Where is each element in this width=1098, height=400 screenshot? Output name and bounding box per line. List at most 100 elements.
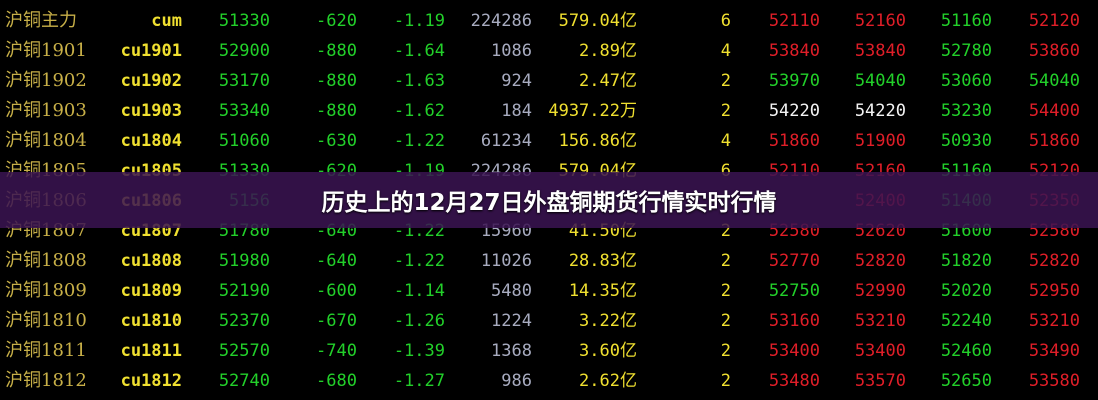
volume: 1368 (491, 341, 532, 361)
low-price: 52780 (940, 41, 992, 61)
price-change: -880 (316, 71, 357, 91)
price-change: -740 (316, 341, 357, 361)
change-percent: -1.22 (393, 251, 445, 271)
contract-code: cu1901 (120, 41, 182, 61)
last-price: 52900 (218, 41, 270, 61)
contract-name: 沪铜1808 (5, 250, 87, 271)
count: 6 (720, 11, 731, 31)
high-price: 54220 (854, 101, 906, 121)
last-price: 53170 (218, 71, 270, 91)
high-price: 53570 (854, 371, 906, 391)
contract-name: 沪铜1804 (5, 130, 87, 151)
table-row[interactable]: 沪铜1808 cu1808 51980 -640 -1.22 11026 28.83亿 2 52… (0, 246, 1098, 276)
volume: 224286 (470, 11, 532, 31)
high-price: 52990 (854, 281, 906, 301)
turnover: 3.22亿 (579, 311, 637, 331)
low-price: 51820 (940, 251, 992, 271)
count: 6 (720, 161, 731, 181)
last-price: 51330 (218, 11, 270, 31)
contract-code: cu1902 (120, 71, 182, 91)
contract-name: 沪铜主力 (5, 10, 77, 31)
low-price: 52240 (940, 311, 992, 331)
high-price: 54040 (854, 71, 906, 91)
low-price: 53060 (940, 71, 992, 91)
high-price: 51900 (854, 131, 906, 151)
contract-code: cu1812 (120, 371, 182, 391)
count: 2 (720, 371, 731, 391)
table-row[interactable]: 沪铜主力 cum 51330 -620 -1.19 224286 579.04亿 6 52110… (0, 6, 1098, 36)
table-row[interactable]: 沪铜1804 cu1804 51060 -630 -1.22 61234 156.86亿 4 5… (0, 126, 1098, 156)
prev-close: 53210 (1028, 311, 1080, 331)
contract-code: cu1804 (120, 131, 182, 151)
change-percent: -1.14 (393, 281, 445, 301)
last-price: 51980 (218, 251, 270, 271)
count: 2 (720, 101, 731, 121)
contract-name: 沪铜1902 (5, 70, 87, 91)
prev-close: 53490 (1028, 341, 1080, 361)
prev-close: 54400 (1028, 101, 1080, 121)
count: 2 (720, 341, 731, 361)
prev-close: 53860 (1028, 41, 1080, 61)
open-price: 51860 (768, 131, 820, 151)
prev-close: 52120 (1028, 11, 1080, 31)
contract-code: cu1808 (120, 251, 182, 271)
prev-close: 52950 (1028, 281, 1080, 301)
contract-name: 沪铜1809 (5, 280, 87, 301)
open-price: 54220 (768, 101, 820, 121)
count: 2 (720, 311, 731, 331)
volume: 924 (501, 71, 532, 91)
change-percent: -1.63 (393, 71, 445, 91)
change-percent: -1.19 (393, 11, 445, 31)
last-price: 53340 (218, 101, 270, 121)
open-price: 52110 (768, 11, 820, 31)
prev-close: 54040 (1028, 71, 1080, 91)
turnover: 4937.22万 (548, 101, 637, 121)
low-price: 51160 (940, 11, 992, 31)
volume: 986 (501, 371, 532, 391)
table-row[interactable]: 沪铜1811 cu1811 52570 -740 -1.39 1368 3.60亿 2 5340… (0, 336, 1098, 366)
banner-title: 历史上的12月27日外盘铜期货行情实时行情 (321, 190, 777, 216)
last-price: 52370 (218, 311, 270, 331)
volume: 5480 (491, 281, 532, 301)
table-row[interactable]: 沪铜1809 cu1809 52190 -600 -1.14 5480 14.35亿 2 527… (0, 276, 1098, 306)
table-row[interactable]: 沪铜1810 cu1810 52370 -670 -1.26 1224 3.22亿 2 5316… (0, 306, 1098, 336)
change-percent: -1.64 (393, 41, 445, 61)
high-price: 53400 (854, 341, 906, 361)
price-change: -620 (316, 11, 357, 31)
table-row[interactable]: 沪铜1812 cu1812 52740 -680 -1.27 986 2.62亿 2 53480… (0, 366, 1098, 396)
low-price: 52460 (940, 341, 992, 361)
change-percent: -1.27 (393, 371, 445, 391)
price-change: -640 (316, 251, 357, 271)
open-price: 53840 (768, 41, 820, 61)
open-price: 52770 (768, 251, 820, 271)
prev-close: 51860 (1028, 131, 1080, 151)
contract-code: cum (151, 11, 182, 31)
count: 2 (720, 251, 731, 271)
last-price: 52570 (218, 341, 270, 361)
turnover: 2.62亿 (579, 371, 637, 391)
count: 2 (720, 71, 731, 91)
prev-close: 53580 (1028, 371, 1080, 391)
turnover: 3.60亿 (579, 341, 637, 361)
turnover: 28.83亿 (568, 251, 637, 271)
high-price: 53840 (854, 41, 906, 61)
count: 2 (720, 281, 731, 301)
low-price: 52650 (940, 371, 992, 391)
price-change: -680 (316, 371, 357, 391)
contract-name: 沪铜1810 (5, 310, 87, 331)
price-change: -670 (316, 311, 357, 331)
table-row[interactable]: 沪铜1902 cu1902 53170 -880 -1.63 924 2.47亿 2 53970… (0, 66, 1098, 96)
low-price: 50930 (940, 131, 992, 151)
low-price: 53230 (940, 101, 992, 121)
prev-close: 52820 (1028, 251, 1080, 271)
title-banner: 历史上的12月27日外盘铜期货行情实时行情 (0, 172, 1098, 228)
contract-name: 沪铜1901 (5, 40, 87, 61)
turnover: 14.35亿 (568, 281, 637, 301)
turnover: 579.04亿 (558, 11, 637, 31)
table-row[interactable]: 沪铜1901 cu1901 52900 -880 -1.64 1086 2.89亿 4 5384… (0, 36, 1098, 66)
table-row[interactable]: 沪铜1903 cu1903 53340 -880 -1.62 184 4937.22万 2 54… (0, 96, 1098, 126)
turnover: 2.47亿 (579, 71, 637, 91)
price-change: -880 (316, 41, 357, 61)
price-change: -600 (316, 281, 357, 301)
